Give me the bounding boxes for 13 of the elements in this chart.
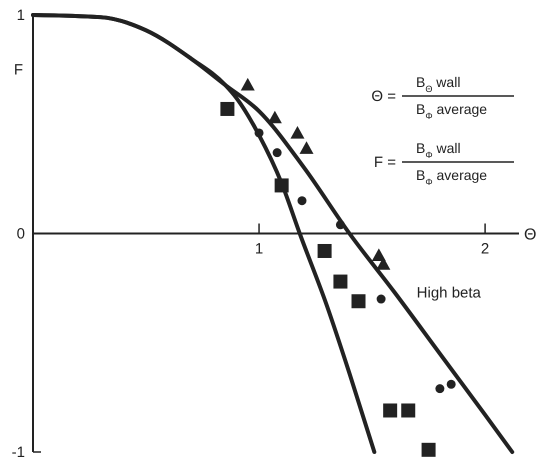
annotation: Θ =	[371, 88, 396, 105]
x-axis-title: Θ	[524, 226, 536, 244]
y-axis-title: F	[14, 62, 23, 79]
annotation: B$_{Φ}$ average	[416, 167, 488, 187]
annotation: B$_{Φ}$ wall	[416, 140, 461, 160]
annotation: B$_{Φ}$ average	[416, 101, 488, 121]
y-tick-label: -1	[12, 444, 25, 458]
x-tick-label: 2	[480, 240, 490, 258]
annotation: F =	[374, 154, 396, 171]
series-label: High beta	[416, 284, 482, 302]
y-tick-label: 0	[16, 226, 25, 242]
y-tick-label: 1	[16, 7, 25, 24]
annotation: B$_{Θ}$ wall	[416, 74, 460, 94]
